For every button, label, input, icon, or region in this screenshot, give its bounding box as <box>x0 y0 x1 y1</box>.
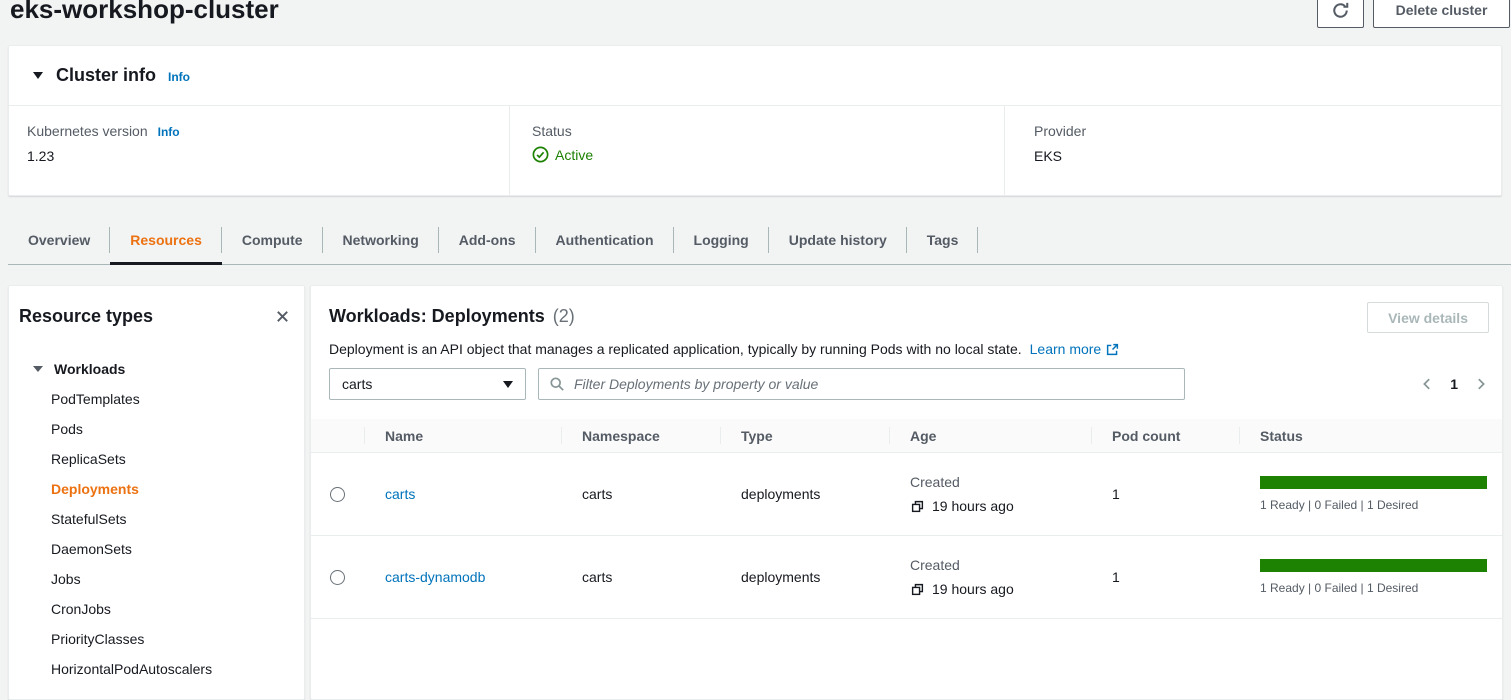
refresh-button[interactable] <box>1317 0 1364 28</box>
sidebar-item-replicasets[interactable]: ReplicaSets <box>51 451 126 467</box>
copy-icon[interactable] <box>910 499 925 514</box>
learn-more-label: Learn more <box>1029 341 1102 357</box>
row-radio-button[interactable] <box>330 569 345 585</box>
resource-types-tree: Workloads PodTemplates Pods ReplicaSets … <box>9 354 304 684</box>
resource-types-title: Resource types <box>19 306 154 326</box>
tab-update-history[interactable]: Update history <box>769 215 907 264</box>
cluster-info-panel: Cluster info Info Kubernetes version Inf… <box>8 45 1502 196</box>
chevron-right-icon[interactable] <box>1474 377 1488 391</box>
pod-count: 1 <box>1112 486 1120 502</box>
provider-field: Provider EKS <box>1004 106 1501 195</box>
tab-networking[interactable]: Networking <box>323 215 440 264</box>
table-header-namespace: Namespace <box>561 419 720 452</box>
status-text: 1 Ready | 0 Failed | 1 Desired <box>1260 498 1419 512</box>
tab-resources[interactable]: Resources <box>110 215 222 265</box>
tab-tags[interactable]: Tags <box>907 215 979 264</box>
age-value: 19 hours ago <box>932 581 1014 597</box>
tab-compute[interactable]: Compute <box>222 215 323 264</box>
page-number[interactable]: 1 <box>1450 376 1458 392</box>
table-row: carts carts deployments Created 19 hours… <box>311 453 1502 536</box>
status-label: Status <box>532 123 572 139</box>
sidebar-item-jobs[interactable]: Jobs <box>51 571 81 587</box>
search-input[interactable] <box>574 376 1174 392</box>
table-header-status: Status <box>1239 419 1502 452</box>
kubernetes-version-field: Kubernetes version Info 1.23 <box>9 106 509 195</box>
table-header-age: Age <box>889 419 1091 452</box>
kubernetes-version-label: Kubernetes version <box>27 123 148 139</box>
age-value: 19 hours ago <box>932 498 1014 514</box>
view-details-button[interactable]: View details <box>1367 302 1489 333</box>
table-row: carts-dynamodb carts deployments Created… <box>311 536 1502 619</box>
status-value: Active <box>555 146 594 163</box>
provider-label: Provider <box>1034 123 1087 139</box>
deployment-name-link[interactable]: carts <box>385 486 416 502</box>
deployments-count: (2) <box>552 306 575 326</box>
sidebar-item-deployments[interactable]: Deployments <box>51 481 139 497</box>
status-text: 1 Ready | 0 Failed | 1 Desired <box>1260 581 1419 595</box>
kubernetes-version-info-link[interactable]: Info <box>157 125 180 139</box>
row-radio-button[interactable] <box>330 486 345 502</box>
table-header-row: Name Namespace Type Age Pod count Status <box>311 419 1502 453</box>
cluster-info-title: Cluster info <box>56 65 157 85</box>
tab-overview[interactable]: Overview <box>8 215 111 264</box>
sidebar-item-podtemplates[interactable]: PodTemplates <box>51 391 140 407</box>
resource-types-panel: Resource types Workloads PodTemplates Po… <box>8 285 305 700</box>
status-active-check-icon <box>532 146 549 163</box>
learn-more-link[interactable]: Learn more <box>1030 341 1120 357</box>
chevron-down-icon <box>503 380 513 388</box>
deployments-table: Name Namespace Type Age Pod count Status… <box>311 419 1502 619</box>
cluster-info-header[interactable]: Cluster info Info <box>9 46 1501 106</box>
copy-icon[interactable] <box>910 582 925 597</box>
status-field: Status Active <box>509 106 1004 195</box>
cluster-info-info-link[interactable]: Info <box>168 70 191 84</box>
deployment-namespace: carts <box>582 569 613 585</box>
filter-dropdown[interactable]: carts <box>329 368 526 400</box>
sidebar-group-label: Workloads <box>54 361 126 377</box>
table-header-name: Name <box>364 419 561 452</box>
status-progress-bar <box>1260 476 1487 489</box>
provider-value: EKS <box>1034 148 1063 164</box>
page-title: eks-workshop-cluster <box>10 0 279 24</box>
external-link-icon <box>1106 343 1119 356</box>
sidebar-item-daemonsets[interactable]: DaemonSets <box>51 541 132 557</box>
table-header-pod-count: Pod count <box>1091 419 1239 452</box>
pagination: 1 <box>1420 368 1488 400</box>
close-icon[interactable] <box>275 309 290 324</box>
deployment-name-link[interactable]: carts-dynamodb <box>385 569 486 585</box>
search-box <box>538 368 1185 400</box>
group-expand-triangle-icon <box>33 366 43 372</box>
deployment-type: deployments <box>741 486 821 502</box>
sidebar-item-pods[interactable]: Pods <box>51 421 83 437</box>
deployment-namespace: carts <box>582 486 613 502</box>
deployments-panel: Workloads: Deployments (2) View details … <box>310 285 1503 700</box>
sidebar-item-cronjobs[interactable]: CronJobs <box>51 601 111 617</box>
refresh-icon <box>1331 1 1350 20</box>
tab-authentication[interactable]: Authentication <box>536 215 674 264</box>
filter-dropdown-value: carts <box>342 376 373 392</box>
cluster-tabs: Overview Resources Compute Networking Ad… <box>8 215 1511 265</box>
deployments-description: Deployment is an API object that manages… <box>329 341 1022 357</box>
kubernetes-version-value: 1.23 <box>27 148 55 164</box>
sidebar-item-statefulsets[interactable]: StatefulSets <box>51 511 127 527</box>
deployment-type: deployments <box>741 569 821 585</box>
age-created-label: Created <box>910 557 960 573</box>
pod-count: 1 <box>1112 569 1120 585</box>
search-icon <box>549 376 565 392</box>
tab-logging[interactable]: Logging <box>674 215 769 264</box>
sidebar-group-workloads[interactable]: Workloads <box>9 354 304 384</box>
tab-add-ons[interactable]: Add-ons <box>439 215 536 264</box>
table-header-select <box>311 419 364 452</box>
cluster-info-body: Kubernetes version Info 1.23 Status Acti… <box>9 106 1501 195</box>
chevron-left-icon[interactable] <box>1420 377 1434 391</box>
collapse-triangle-icon <box>33 72 43 79</box>
delete-cluster-button[interactable]: Delete cluster <box>1373 0 1510 28</box>
status-progress-bar <box>1260 559 1487 572</box>
sidebar-item-priorityclasses[interactable]: PriorityClasses <box>51 631 145 647</box>
deployments-heading: Workloads: Deployments <box>329 306 545 326</box>
age-created-label: Created <box>910 474 960 490</box>
sidebar-item-horizontalpodautoscalers[interactable]: HorizontalPodAutoscalers <box>51 661 213 677</box>
table-header-type: Type <box>720 419 889 452</box>
